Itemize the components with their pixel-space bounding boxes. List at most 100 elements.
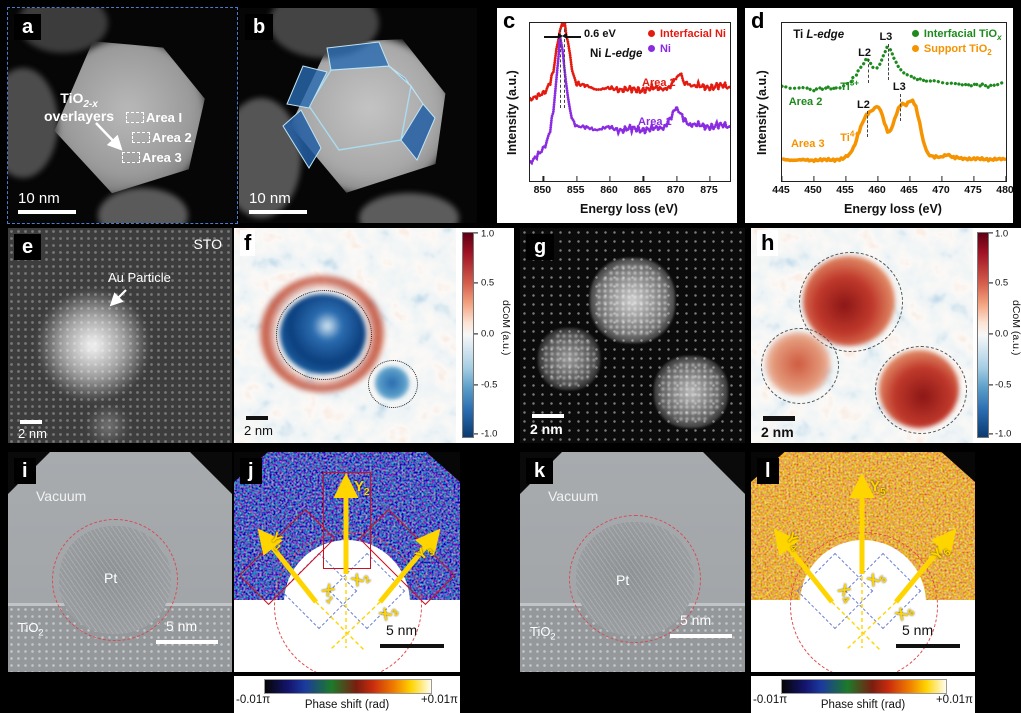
panel-g-stem-particles: g 2 nm [520, 228, 745, 443]
d-legend-item-support-tio2: Support TiO2 [911, 43, 1002, 56]
x-tick-mark [1005, 176, 1007, 181]
x-tick-mark [877, 176, 879, 181]
panel-letter-l: l [757, 458, 779, 484]
panel-letter-d: d [751, 8, 765, 33]
scale-bar [18, 210, 76, 214]
particle-top [590, 258, 675, 343]
panel-l-phase-colorbar: -0.01π +0.01π Phase shift (rad) [751, 676, 975, 713]
panel-f-colorbar: 1.0 0.5 0.0 -0.5 -1.0 dCoM (a.u.) [456, 228, 514, 443]
c-x-axis-label: Energy loss (eV) [580, 202, 678, 216]
x-tick-mark [542, 176, 544, 181]
scale-bar-label: 5 nm [386, 622, 418, 638]
dashed-circle-top [799, 252, 903, 352]
particle-outline-circle [569, 515, 701, 643]
scale-bar [896, 644, 960, 648]
arrow-y4 [773, 528, 834, 604]
legend-label: Interfacial Ni [659, 27, 726, 40]
x-tick-mark [813, 176, 815, 181]
dashed-axis-left [831, 601, 881, 651]
colorbar-tick: -1.0 [995, 428, 1012, 440]
panel-h-colorbar: 1.0 0.5 0.0 -0.5 -1.0 dCoM (a.u.) [973, 228, 1021, 443]
axes-arrows [257, 472, 441, 651]
c-spectra [530, 23, 730, 166]
colorbar-tick: 1.0 [995, 228, 1009, 240]
colorbar-axis-label: dCoM (a.u.) [1010, 300, 1021, 356]
d-area3-label: Area 3 [790, 138, 825, 151]
c-legend-item-ni: Ni [647, 43, 726, 55]
dashed-axis-right [845, 601, 897, 651]
particle-bottom-right [654, 356, 728, 428]
d-green-l2-dash [867, 59, 869, 84]
scale-bar-label: 10 nm [249, 190, 291, 207]
pt-label: Pt [104, 570, 118, 586]
panel-letter-h: h [757, 230, 779, 256]
x-tick-label: 850 [533, 184, 552, 196]
c-shift-arrowhead-right [558, 33, 563, 40]
panel-f-dcom-map: f 2 nm [234, 228, 456, 443]
x-tick-mark [642, 176, 644, 181]
c-shift-arrowhead-left [562, 33, 567, 40]
background-particle [239, 98, 301, 218]
panel-letter-k: k [526, 458, 554, 484]
area-2-box [132, 132, 150, 143]
x-tick-label: 475 [964, 184, 982, 196]
c-peak-dash-2 [564, 29, 566, 109]
annotation-arrow [95, 122, 123, 151]
d-orange-l2-label: L2 [857, 98, 870, 111]
panel-letter-c: c [503, 8, 516, 33]
x-tick-mark [576, 176, 578, 181]
x-tick-mark [973, 176, 975, 181]
x-tick-mark [709, 176, 711, 181]
panel-letter-a: a [14, 14, 42, 40]
scale-bar-label: 2 nm [761, 424, 794, 440]
sto-label: STO [193, 236, 222, 252]
c-plot-area: 0.6 eV Ni L-edge Interfacial Ni Ni Area … [529, 22, 731, 182]
x-tick-label: 860 [600, 184, 618, 196]
tio2-label: TiO2 [530, 624, 556, 642]
panel-h-dcom-map: h 2 nm [751, 228, 973, 443]
pt-label: Pt [616, 572, 630, 588]
c-legend-item-interfacial-ni: Interfacial Ni [647, 27, 726, 40]
d-legend-item-interfacial-tiox: Interfacial TiOx [911, 28, 1002, 41]
series-ni [530, 35, 730, 166]
facet-top-right [388, 65, 424, 105]
phase-colorbar-gradient [781, 679, 947, 694]
c-area2-label: Area 2 [642, 76, 676, 89]
arrow-label-y5: Y5 [870, 478, 886, 498]
phase-max-label: +0.01π [935, 694, 973, 706]
colorbar-tick: -1.0 [481, 428, 498, 440]
x-tick-label: 470 [932, 184, 950, 196]
phase-colorbar-label: Phase shift (rad) [820, 699, 906, 711]
x-tick-label: 445 [772, 184, 790, 196]
dcom-colorbar-gradient [462, 232, 474, 438]
central-facet-outline [308, 65, 412, 151]
panel-j-phase-map: Y2 Y1 Y3 X1 X2 X3 j 5 nm [234, 452, 460, 672]
panel-letter-b: b [245, 14, 274, 40]
d-legend: Interfacial TiOx Support TiO2 [911, 28, 1002, 58]
arrow-y3 [378, 528, 441, 604]
d-plot-area: Ti L-edge Interfacial TiOx Support TiO2 … [781, 22, 1007, 182]
d-area2-label: Area 2 [788, 95, 823, 108]
x-tick-mark [845, 176, 847, 181]
scale-bar [156, 640, 218, 644]
dcom-colorbar-gradient [977, 232, 989, 438]
panel-a-stem-image: a TiO2-x overlayers Area I Area 2 Area 3… [7, 7, 238, 224]
x-tick-mark [676, 176, 678, 181]
d-orange-l3-dash [900, 94, 902, 121]
d-orange-l2-dash [867, 111, 869, 137]
series-support-tio2 [782, 98, 1006, 164]
legend-marker-icon [647, 45, 655, 53]
panel-letter-e: e [14, 234, 42, 260]
x-tick-label: 450 [804, 184, 822, 196]
dashed-circle-left [761, 328, 839, 404]
x-tick-label: 855 [566, 184, 585, 196]
d-green-l3-label: L3 [879, 30, 893, 43]
x-tick-label: 870 [666, 184, 685, 196]
au-particle-label: Au Particle [108, 270, 171, 285]
c-legend: Interfacial Ni Ni [647, 27, 726, 58]
panel-b-stem-facets-image: b 10 nm [239, 8, 477, 223]
d-x-ticks: 445 450 455 460 465 470 475 480 [772, 184, 1013, 197]
tio2-label: TiO2 [18, 620, 44, 638]
vacuum-label: Vacuum [548, 488, 599, 504]
area-3-label: Area 3 [142, 150, 182, 165]
